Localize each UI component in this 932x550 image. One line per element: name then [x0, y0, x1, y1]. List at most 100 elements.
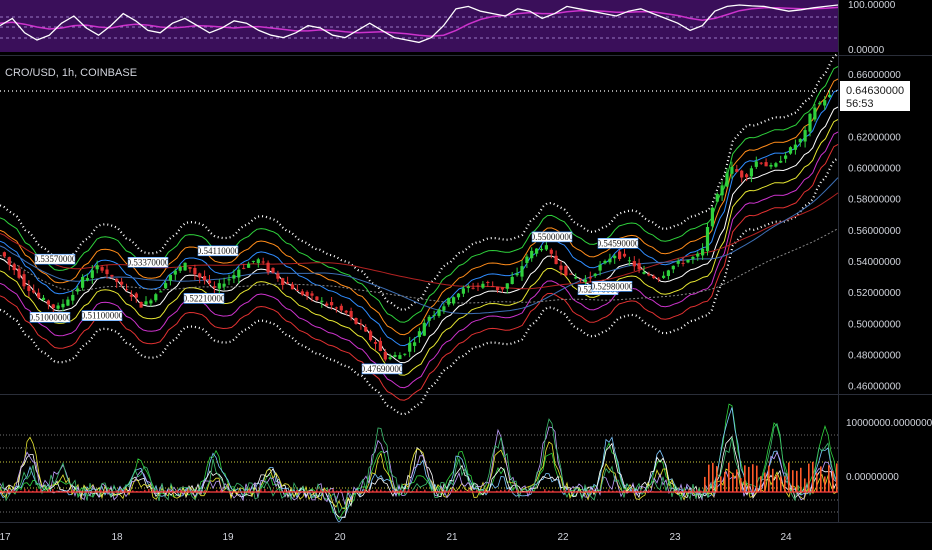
candle-body [745, 174, 749, 178]
candle-body [666, 270, 670, 276]
candle-body [505, 283, 509, 289]
candle-body [56, 305, 60, 309]
volume-histogram-bar [180, 490, 182, 492]
volume-histogram-bar [276, 490, 278, 492]
candle-body [144, 301, 148, 305]
candle-body [95, 265, 99, 270]
volume-histogram-bar [500, 489, 502, 492]
candle-body [237, 269, 241, 278]
candle-body [569, 273, 573, 275]
volume-histogram-bar [516, 489, 518, 492]
volume-histogram-bar [56, 490, 58, 492]
candle-body [334, 307, 338, 309]
volume-histogram-bar [220, 489, 222, 492]
candle-body [41, 297, 46, 300]
price-tick-label: 0.62000000 [848, 132, 901, 143]
volume-tick-label-zero: 0.00000000 [846, 472, 899, 483]
volume-histogram-bar [416, 489, 418, 492]
candle-body [657, 278, 661, 280]
candle-body [476, 285, 480, 287]
volume-histogram-bar [424, 489, 426, 492]
time-tick-label: 17 [0, 532, 11, 543]
candle-body [456, 293, 461, 298]
candle-body [315, 296, 319, 301]
candle-body [266, 262, 270, 273]
candle-body [232, 275, 236, 279]
volume-histogram-bar [124, 489, 126, 492]
volume-histogram-bar [792, 470, 794, 492]
candle-body [295, 289, 299, 291]
candle-body [598, 264, 602, 271]
candle-body [378, 340, 382, 351]
volume-histogram-bar [592, 489, 594, 492]
volume-histogram-bar [316, 489, 318, 492]
candle-body [520, 266, 524, 277]
candle-body [61, 303, 65, 308]
candle-body [188, 267, 192, 269]
volume-histogram-bar [756, 465, 758, 492]
trough-label-box [29, 311, 71, 323]
volume-histogram-bar [380, 489, 382, 492]
volume-histogram-bar [144, 489, 146, 492]
candle-body [373, 342, 378, 344]
candle-body [7, 257, 11, 265]
peak-label-box [197, 245, 239, 257]
moving-average-line [0, 228, 839, 304]
candle-body [544, 245, 548, 250]
volume-histogram-bar [476, 489, 478, 492]
oscillator-main-line [0, 4, 839, 44]
volume-histogram-bar [368, 489, 370, 492]
volume-histogram-bar [804, 478, 806, 492]
candle-body [559, 265, 563, 270]
volume-histogram-bar [272, 489, 274, 492]
candle-body [828, 94, 832, 98]
volume-histogram-bar [836, 463, 838, 492]
volume-histogram-bar [776, 474, 778, 492]
candle-body [798, 138, 802, 143]
candle-body [764, 162, 768, 167]
candle-body [354, 318, 358, 324]
candle-body [730, 166, 734, 174]
candle-body [461, 288, 465, 294]
volume-histogram-bar [716, 466, 718, 492]
candle-body [398, 355, 402, 360]
candle-body [769, 165, 773, 167]
volume-histogram-bar [328, 489, 330, 492]
candlesticks [2, 90, 832, 362]
volume-histogram-bar [408, 489, 410, 492]
candle-body [579, 279, 583, 281]
volume-oscillator-panel: 10000000.00000000 0.00000000 [0, 403, 932, 524]
volume-histogram-bar [448, 490, 450, 492]
price-tick-label: 0.54000000 [848, 257, 901, 268]
candle-body [662, 275, 666, 278]
candle-body [818, 102, 822, 105]
volume-histogram-bar [156, 489, 158, 492]
volume-histogram-bar [800, 467, 802, 493]
volume-histogram-bar [640, 490, 642, 492]
candle-body [369, 331, 373, 341]
price-tag-box [840, 81, 910, 111]
candle-body [408, 342, 412, 352]
candle-body [247, 263, 251, 268]
volume-histogram-bar [188, 489, 190, 492]
candle-body [686, 259, 690, 263]
candle-body [754, 161, 758, 167]
candle-body [2, 252, 6, 257]
volume-histogram-bar [96, 490, 98, 492]
candle-body [500, 287, 504, 290]
candle-body [710, 207, 714, 227]
volume-histogram-bar [332, 489, 334, 492]
candle-body [471, 287, 475, 289]
volume-histogram-bar [324, 489, 326, 492]
candle-body [681, 262, 685, 264]
volume-histogram-bar [468, 489, 470, 492]
candle-body [32, 290, 36, 293]
candle-body [788, 147, 793, 154]
time-tick-label: 19 [222, 532, 234, 543]
candle-body [66, 299, 70, 306]
candle-body [583, 279, 587, 282]
volume-histogram-bar [320, 489, 322, 492]
candle-body [554, 255, 558, 264]
envelope-band-line [0, 143, 839, 401]
